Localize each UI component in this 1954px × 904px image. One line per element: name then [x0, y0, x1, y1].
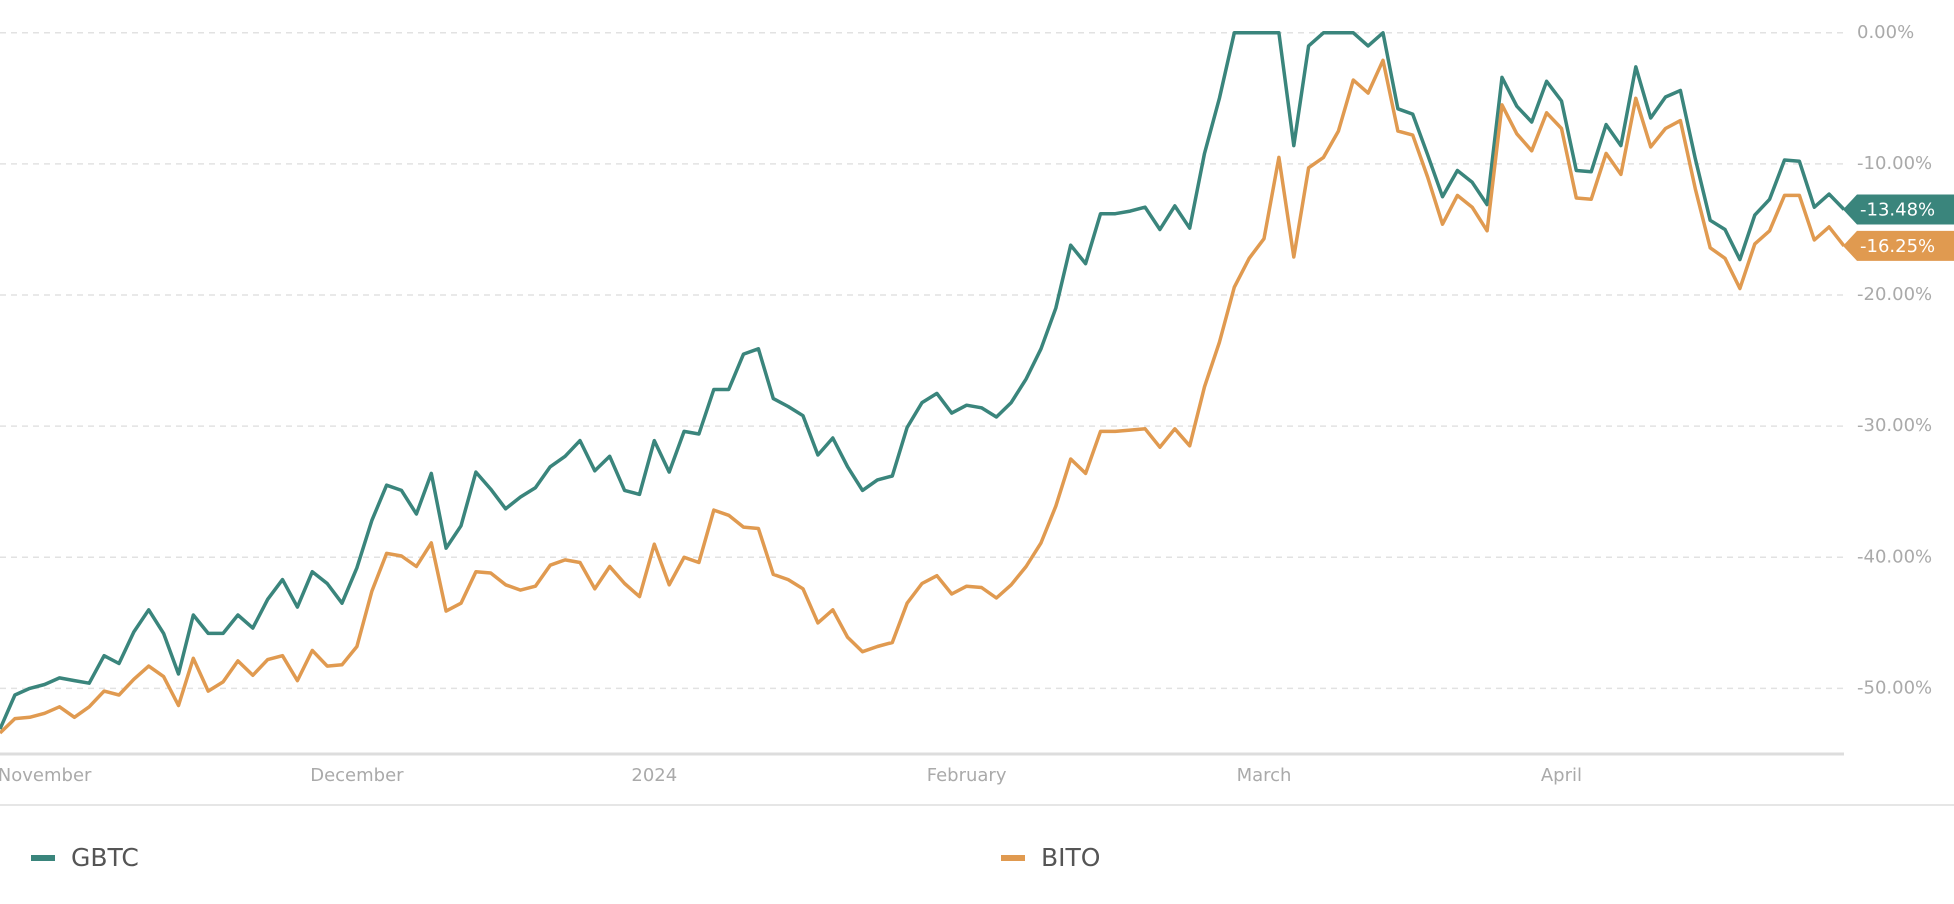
x-tick-label: December	[310, 765, 404, 786]
end-label-box	[1843, 194, 1954, 225]
y-tick-label: -10.00%	[1857, 153, 1932, 174]
legend-swatch	[31, 855, 55, 861]
end-label-box	[1843, 230, 1954, 261]
x-tick-label: February	[927, 765, 1007, 786]
line-series	[0, 31, 1846, 730]
x-tick-label: March	[1237, 765, 1292, 786]
x-tick-label: 2024	[631, 765, 677, 786]
line-series	[0, 58, 1846, 735]
y-tick-label: -50.00%	[1857, 677, 1932, 698]
legend-label: BITO	[1041, 843, 1100, 872]
y-tick-label: -30.00%	[1857, 415, 1932, 436]
x-tick-label: November	[0, 765, 92, 786]
legend-label: GBTC	[71, 843, 139, 872]
end-label: -16.25%	[1860, 236, 1935, 257]
end-label: -13.48%	[1860, 200, 1935, 221]
y-tick-label: 0.00%	[1857, 22, 1914, 43]
y-tick-label: -20.00%	[1857, 284, 1932, 305]
legend-swatch	[1001, 855, 1025, 861]
x-tick-label: April	[1541, 765, 1582, 786]
y-tick-label: -40.00%	[1857, 546, 1932, 567]
